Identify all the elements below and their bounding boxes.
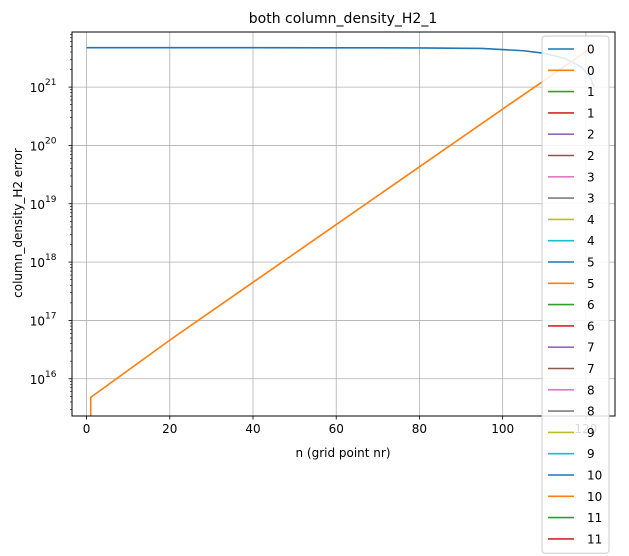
x-tick-label: 80: [412, 422, 427, 436]
legend-entry: 9: [548, 426, 595, 440]
grid-lines: [72, 32, 615, 416]
legend-entry: 11: [548, 511, 602, 525]
legend-label: 0: [587, 43, 595, 57]
legend-entry: 3: [548, 192, 595, 206]
legend-entry: 8: [548, 383, 595, 397]
x-tick-label: 0: [83, 422, 91, 436]
legend-label: 8: [587, 383, 595, 397]
y-tick-label-exponent: 21: [45, 78, 56, 88]
legend-label: 5: [587, 277, 595, 291]
chart-title: both column_density_H2_1: [249, 11, 437, 27]
legend-entry: 8: [548, 405, 595, 419]
y-tick-label-exponent: 16: [45, 370, 57, 380]
legend-label: 6: [587, 319, 595, 333]
plot-frame: [71, 31, 616, 417]
y-tick-label: 10 21: [30, 78, 57, 95]
y-tick-label: 10 17: [30, 311, 57, 328]
legend-label: 8: [587, 405, 595, 419]
legend-entry: 4: [548, 213, 595, 227]
legend-label: 10: [587, 469, 602, 483]
legend-entry: 9: [548, 447, 595, 461]
legend-label: 11: [587, 532, 602, 546]
legend-label: 3: [587, 170, 595, 184]
legend-entry: 10: [548, 490, 602, 504]
legend-label: 4: [587, 213, 595, 227]
legend-entry: 3: [548, 170, 595, 184]
legend-label: 2: [587, 149, 595, 163]
y-tick-label-base: 10: [30, 81, 45, 95]
y-tick-label: 10 19: [30, 195, 57, 212]
legend-entry: 7: [548, 341, 595, 355]
legend-label: 7: [587, 341, 595, 355]
y-tick-label: 10 16: [30, 370, 57, 387]
legend-entry: 2: [548, 128, 595, 142]
legend-entry: 7: [548, 362, 595, 376]
x-tick-label: 20: [162, 422, 177, 436]
y-tick-label-exponent: 17: [45, 311, 56, 321]
legend-label: 1: [587, 85, 595, 99]
legend-box: [541, 35, 610, 554]
y-tick-label-base: 10: [30, 198, 45, 212]
y-tick-label: 10 20: [30, 136, 57, 153]
legend-entry: 5: [548, 256, 595, 270]
legend-entry: 6: [548, 298, 595, 312]
y-tick-label-exponent: 20: [45, 136, 57, 146]
x-tick-label: 60: [329, 422, 344, 436]
legend-label: 9: [587, 426, 595, 440]
legend-label: 6: [587, 298, 595, 312]
y-tick-label-base: 10: [30, 256, 45, 270]
legend-entry: 1: [548, 85, 595, 99]
x-tick-label: 40: [245, 422, 260, 436]
legend-entry: 5: [548, 277, 595, 291]
legend-entry: 0: [548, 64, 595, 78]
legend-label: 5: [587, 256, 595, 270]
legend-entry: 0: [548, 43, 595, 57]
legend-entry: 10: [548, 469, 602, 483]
y-tick-label: 10 18: [30, 253, 57, 270]
x-tick-label: 100: [491, 422, 514, 436]
y-tick-label-exponent: 19: [45, 195, 57, 205]
legend-label: 4: [587, 234, 595, 248]
legend-entry: 11: [548, 532, 602, 546]
legend-label: 9: [587, 447, 595, 461]
legend-entry: 2: [548, 149, 595, 163]
x-axis-title: n (grid point nr): [295, 446, 390, 460]
y-axis-title: column_density_H2 error: [11, 148, 25, 298]
y-tick-label-base: 10: [30, 373, 45, 387]
y-tick-label-base: 10: [30, 139, 45, 153]
legend-entry: 1: [548, 106, 595, 120]
legend-label: 0: [587, 64, 595, 78]
legend-label: 2: [587, 128, 595, 142]
y-tick-label-exponent: 18: [45, 253, 57, 263]
legend-label: 7: [587, 362, 595, 376]
legend-entry: 4: [548, 234, 595, 248]
legend-label: 1: [587, 106, 595, 120]
legend-label: 11: [587, 511, 602, 525]
legend-entry: 6: [548, 319, 595, 333]
legend-label: 3: [587, 192, 595, 206]
y-tick-label-base: 10: [30, 314, 45, 328]
legend-label: 10: [587, 490, 602, 504]
